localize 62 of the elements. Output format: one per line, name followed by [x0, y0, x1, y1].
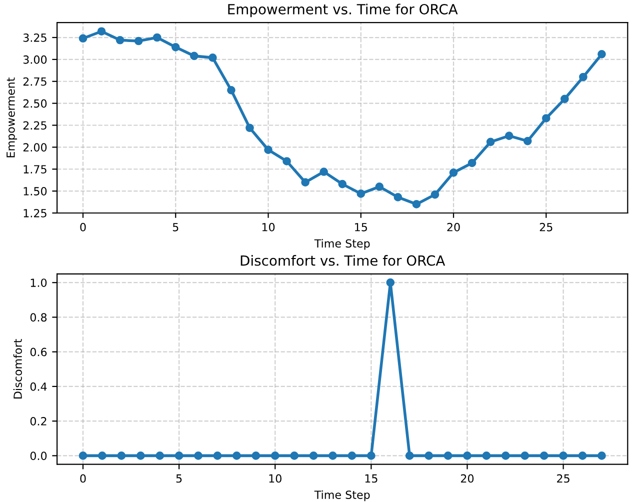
x-tick-label: 15 — [365, 474, 378, 483]
point — [375, 182, 384, 191]
point — [523, 136, 532, 146]
y-axis-title: Empowerment — [6, 78, 18, 158]
y-tick-label: 2.00 — [23, 143, 47, 152]
point — [116, 36, 124, 44]
point — [227, 86, 236, 94]
point — [134, 36, 143, 46]
point — [579, 72, 588, 82]
point — [542, 114, 550, 122]
point — [486, 138, 495, 146]
y-tick-label: 0.0 — [30, 452, 47, 460]
x-tick-label: 5 — [172, 223, 178, 232]
x-tick-label: 0 — [80, 474, 86, 483]
x-tick-label: 10 — [262, 222, 275, 232]
y-tick-label: 3.00 — [23, 55, 47, 64]
y-axis-title: Discomfort — [13, 339, 22, 398]
point — [430, 190, 440, 199]
point — [190, 52, 198, 60]
x-axis-title: Time Step — [314, 239, 370, 250]
point — [449, 168, 458, 177]
point — [282, 157, 291, 166]
x-tick-label: 0 — [80, 222, 86, 232]
x-tick-label: 25 — [557, 474, 570, 483]
point — [468, 158, 476, 168]
y-tick-label: 2.75 — [23, 77, 46, 86]
y-tick-label: 0.6 — [30, 348, 47, 356]
point — [208, 54, 217, 62]
x-tick-label: 15 — [355, 223, 367, 232]
chart-title: Empowerment vs. Time for ORCA — [228, 4, 458, 18]
x-tick-label: 20 — [447, 222, 460, 232]
x-tick-label: 5 — [176, 474, 182, 483]
x-tick-label: 20 — [460, 474, 474, 483]
y-tick-label: 0.8 — [30, 313, 47, 322]
point — [97, 27, 106, 36]
y-tick-label: 2.25 — [23, 121, 46, 130]
point — [171, 42, 180, 52]
point — [560, 94, 569, 104]
point — [264, 146, 272, 154]
point — [394, 193, 402, 202]
point — [301, 178, 310, 186]
x-tick-label: 25 — [540, 222, 552, 232]
y-tick-label: 1.75 — [24, 165, 46, 174]
point — [412, 200, 421, 208]
point — [504, 132, 514, 140]
point — [320, 168, 328, 176]
point — [598, 50, 606, 58]
x-axis-title: Time Step — [314, 490, 370, 502]
point — [356, 190, 366, 198]
y-tick-label: 1.50 — [24, 187, 47, 196]
point — [338, 180, 347, 188]
y-tick-label: 0.4 — [30, 382, 47, 391]
point — [78, 34, 88, 43]
point — [152, 33, 162, 42]
chart-title: Discomfort vs. Time for ORCA — [240, 255, 446, 266]
y-tick-label: 2.50 — [23, 99, 47, 108]
y-tick-label: 1.25 — [24, 208, 46, 218]
y-tick-label: 3.25 — [23, 33, 46, 42]
point — [246, 124, 254, 132]
x-tick-label: 10 — [269, 474, 282, 483]
y-tick-label: 1.0 — [30, 278, 47, 287]
y-tick-label: 0.2 — [30, 417, 46, 426]
